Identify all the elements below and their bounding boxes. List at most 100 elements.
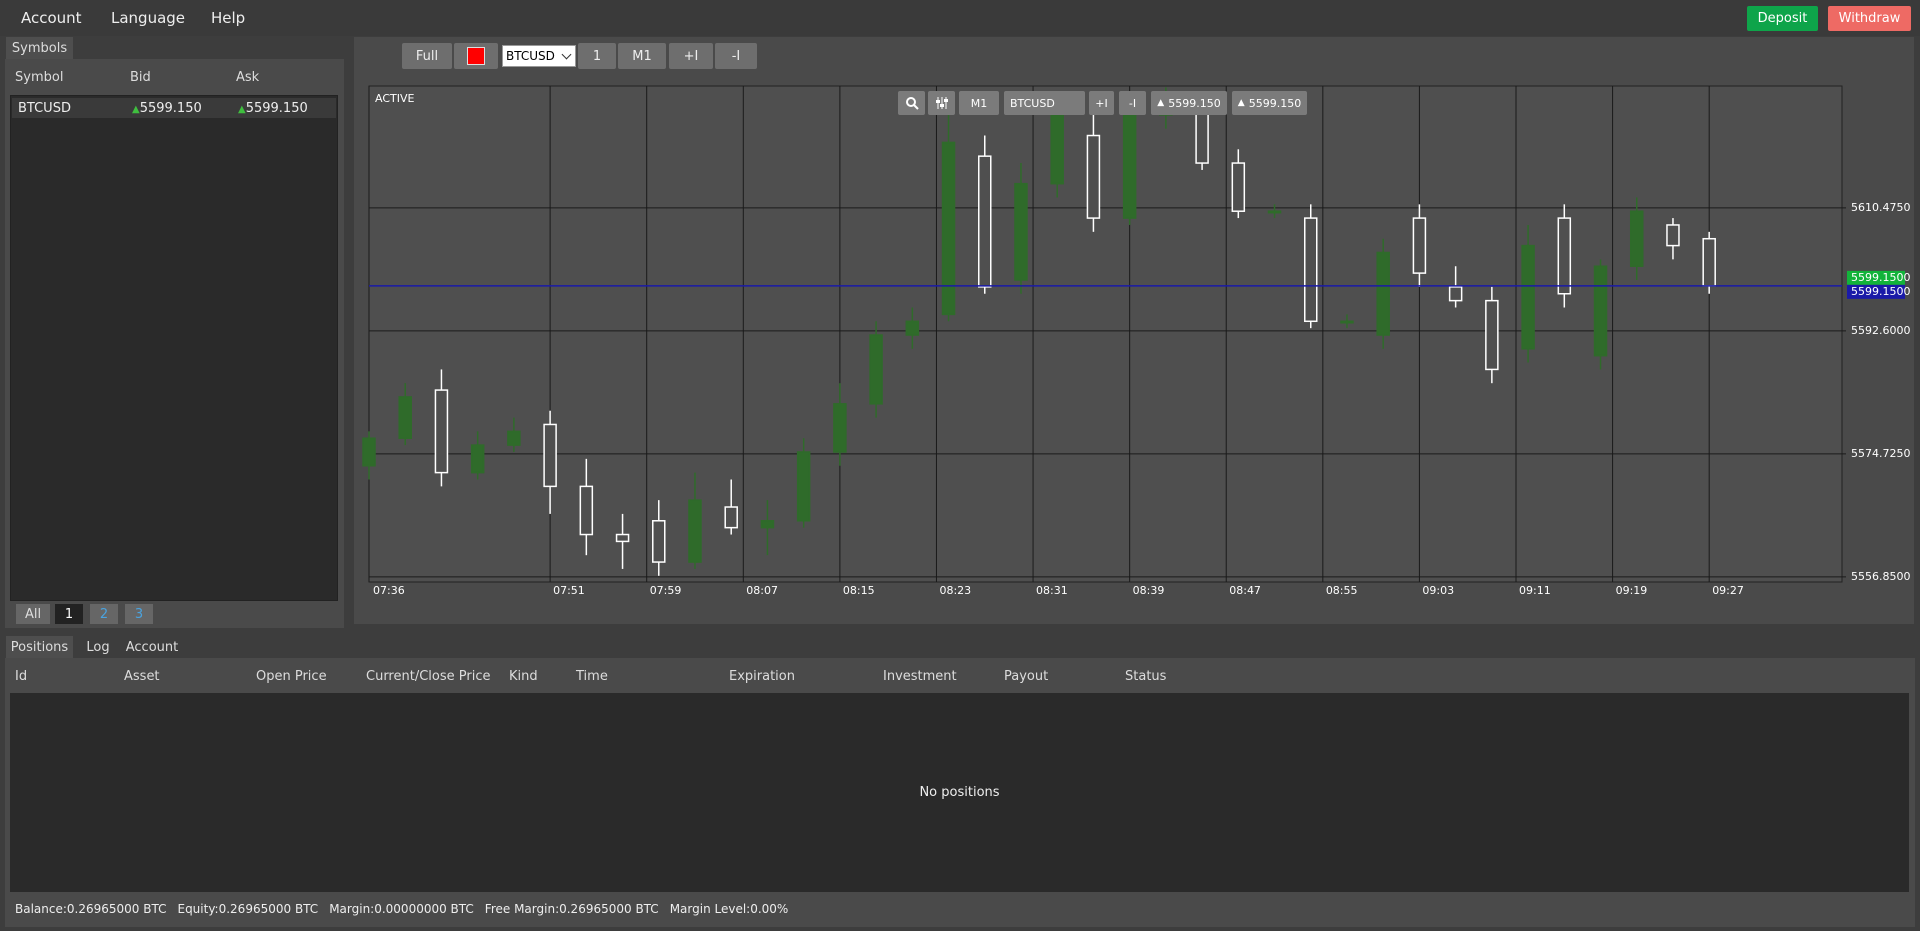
chart-status: ACTIVE bbox=[375, 92, 415, 105]
candle-body bbox=[470, 444, 485, 474]
status-item: Margin:0.00000000 BTC bbox=[329, 902, 474, 916]
overlay-bid[interactable]: ▲ 5599.150 bbox=[1151, 91, 1227, 115]
column-header: Asset bbox=[124, 669, 160, 684]
status-item: Margin Level:0.00% bbox=[669, 902, 789, 916]
candle-body bbox=[1267, 210, 1282, 214]
candle-body bbox=[1376, 251, 1390, 336]
withdraw-button[interactable]: Withdraw bbox=[1828, 6, 1911, 31]
candle-body bbox=[362, 437, 376, 467]
status-item: Free Margin:0.26965000 BTC bbox=[484, 902, 659, 916]
y-tick-label: 5556.8500 bbox=[1851, 570, 1911, 583]
page-button[interactable]: 1 bbox=[55, 604, 83, 624]
candle-body bbox=[869, 334, 883, 405]
zoom-in-button[interactable]: +I bbox=[669, 43, 713, 69]
overlay-timeframe[interactable]: M1 bbox=[959, 91, 999, 115]
candle-body bbox=[833, 403, 847, 453]
x-tick-label: 09:11 bbox=[1519, 584, 1551, 597]
x-tick-label: 07:51 bbox=[553, 584, 585, 597]
overlay-symbol[interactable]: BTCUSD bbox=[1004, 91, 1085, 115]
candle-body bbox=[1629, 210, 1644, 267]
column-header: Time bbox=[576, 669, 608, 684]
zoom-icon bbox=[905, 97, 919, 110]
candle-body bbox=[1412, 217, 1427, 274]
candle-body bbox=[398, 396, 412, 439]
column-header: Open Price bbox=[256, 669, 327, 684]
x-tick-label: 07:36 bbox=[373, 584, 405, 597]
column-header: Kind bbox=[509, 669, 538, 684]
x-tick-label: 09:27 bbox=[1712, 584, 1744, 597]
positions-table bbox=[10, 693, 1909, 892]
symbol-row[interactable] bbox=[12, 98, 336, 118]
panel-tab[interactable]: Log bbox=[80, 636, 116, 658]
price-text: 5599.150 bbox=[139, 101, 202, 116]
bid-label: 5599.1500 bbox=[1851, 271, 1911, 284]
menu-item[interactable]: Account bbox=[21, 9, 82, 27]
candle-body bbox=[543, 423, 557, 488]
candle-body bbox=[1340, 320, 1354, 324]
x-tick-label: 09:19 bbox=[1616, 584, 1648, 597]
up-arrow: ▲ bbox=[1157, 98, 1165, 108]
menu-bar: Account Language Help bbox=[0, 0, 1920, 36]
column-header: Current/Close Price bbox=[366, 669, 491, 684]
candle-body bbox=[760, 520, 775, 529]
candle-body bbox=[1014, 182, 1028, 281]
x-tick-label: 08:15 bbox=[843, 584, 875, 597]
candle-body bbox=[1666, 224, 1680, 247]
x-tick-label: 08:39 bbox=[1133, 584, 1165, 597]
candle-body bbox=[978, 155, 992, 288]
up-arrow: ▲ bbox=[132, 104, 140, 115]
menu-item[interactable]: Help bbox=[211, 9, 246, 27]
x-tick-label: 08:07 bbox=[746, 584, 778, 597]
candle-body bbox=[434, 389, 449, 474]
x-tick-label: 08:31 bbox=[1036, 584, 1068, 597]
page-button[interactable]: 3 bbox=[125, 604, 153, 624]
overlay-zoom-in[interactable]: +I bbox=[1089, 91, 1114, 115]
column-header: Symbol bbox=[15, 70, 64, 85]
candle-body bbox=[1086, 134, 1101, 219]
x-tick-label: 09:03 bbox=[1422, 584, 1454, 597]
up-arrow: ▲ bbox=[1237, 98, 1245, 108]
zoom-out-button[interactable]: -I bbox=[715, 43, 757, 69]
settings-icon-button[interactable] bbox=[928, 91, 955, 115]
candle-body bbox=[579, 485, 594, 536]
up-arrow: ▲ bbox=[238, 104, 246, 115]
color-button[interactable] bbox=[454, 43, 498, 69]
candle-body bbox=[796, 451, 811, 522]
candle-body bbox=[507, 430, 521, 446]
account-status: Balance:0.26965000 BTC Equity:0.26965000 … bbox=[15, 902, 788, 916]
candle-body bbox=[1050, 114, 1064, 185]
color-swatch bbox=[467, 47, 485, 65]
candle-body bbox=[1304, 217, 1318, 323]
column-header: Id bbox=[15, 669, 28, 684]
ask-label-bg bbox=[1847, 284, 1905, 299]
candle-body bbox=[724, 506, 738, 529]
panel-tab[interactable]: Positions bbox=[6, 636, 73, 658]
candle-body bbox=[1231, 162, 1246, 212]
panel-tab[interactable]: Account bbox=[122, 636, 182, 658]
page-button[interactable]: 2 bbox=[90, 604, 118, 624]
zoom-icon-button[interactable] bbox=[898, 91, 925, 115]
deposit-button[interactable]: Deposit bbox=[1747, 6, 1818, 31]
timeframe-button[interactable]: M1 bbox=[618, 43, 666, 69]
full-button[interactable]: Full bbox=[402, 43, 452, 69]
overlay-zoom-out[interactable]: -I bbox=[1119, 91, 1146, 115]
candle-body bbox=[1485, 299, 1499, 371]
settings-icon bbox=[935, 97, 948, 109]
menu-item[interactable]: Language bbox=[111, 9, 186, 27]
symbol-select-text: BTCUSD bbox=[506, 49, 555, 63]
symbol-cell: BTCUSD bbox=[18, 101, 71, 116]
bid-label-bg bbox=[1847, 270, 1905, 285]
overlay-ask-text: 5599.150 bbox=[1248, 96, 1302, 110]
column-header: Payout bbox=[1004, 669, 1049, 684]
candle-body bbox=[688, 499, 702, 563]
status-item: Equity:0.26965000 BTC bbox=[177, 902, 319, 916]
candle-body bbox=[1521, 244, 1535, 350]
symbols-tab[interactable]: Symbols bbox=[6, 37, 73, 59]
symbol-select[interactable]: BTCUSD bbox=[502, 45, 576, 67]
symbols-list bbox=[10, 95, 338, 601]
page-button[interactable]: All bbox=[16, 604, 50, 624]
count-button[interactable]: 1 bbox=[578, 43, 616, 69]
y-tick-label: 5610.4750 bbox=[1851, 201, 1911, 214]
overlay-ask[interactable]: ▲ 5599.150 bbox=[1232, 91, 1307, 115]
